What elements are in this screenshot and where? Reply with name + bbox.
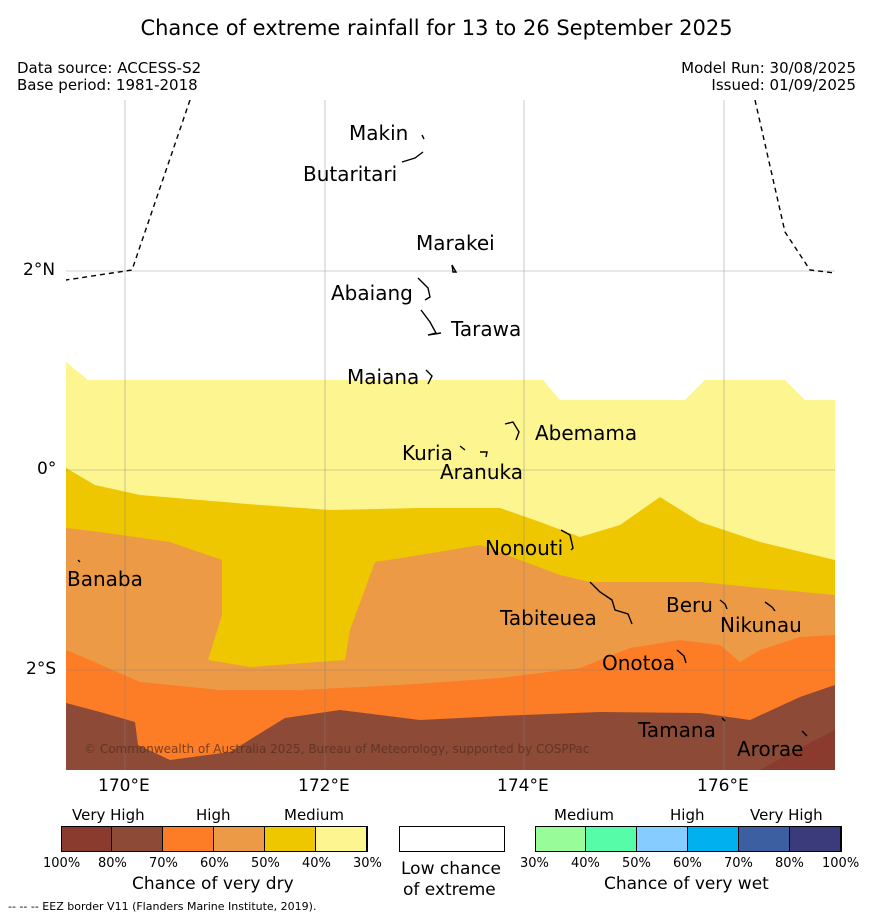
legend-wet-tick: 80% xyxy=(775,856,804,871)
island-label-butaritari: Butaritari xyxy=(303,162,397,186)
legend-wet-title: Chance of very wet xyxy=(604,874,769,894)
x-tick-170e: 170°E xyxy=(98,776,150,796)
data-source-block: Data source: ACCESS-S2 Base period: 1981… xyxy=(17,60,201,94)
onotoa-shape xyxy=(676,649,687,664)
legend-dry-tick: 50% xyxy=(251,856,280,871)
island-label-tarawa: Tarawa xyxy=(450,317,521,341)
legend-dry-swatch-30-40 xyxy=(316,826,367,852)
gridlines xyxy=(66,100,835,770)
banaba-shape xyxy=(77,559,81,563)
legend-wet-swatch-70-80 xyxy=(739,826,790,852)
eez-border xyxy=(66,100,835,281)
legend-wet-swatch-30-40 xyxy=(535,826,586,852)
island-label-aranuka: Aranuka xyxy=(440,460,523,484)
legend-wet-header-high: High xyxy=(670,806,705,824)
legend-wet-tick: 40% xyxy=(571,856,600,871)
legend-wet-header-very-high: Very High xyxy=(750,806,823,824)
legend-dry-tick: 40% xyxy=(302,856,331,871)
legend-dry-title: Chance of very dry xyxy=(132,874,294,894)
legend-wet-tick: 70% xyxy=(724,856,753,871)
island-label-nonouti: Nonouti xyxy=(485,536,563,560)
legend-dry-swatch-80-100 xyxy=(61,826,112,852)
legend-low-title-line2: of extreme xyxy=(403,880,496,900)
legend-dry-swatch-50-60 xyxy=(214,826,265,852)
legend-dry-tick: 100% xyxy=(43,856,81,871)
island-labels: Makin Butaritari Marakei Abaiang Tarawa … xyxy=(67,121,803,761)
x-tick-174e: 174°E xyxy=(497,776,549,796)
legend-wet-tick: 50% xyxy=(622,856,651,871)
island-label-maiana: Maiana xyxy=(347,365,419,389)
legend-dry-header-very-high: Very High xyxy=(72,806,145,824)
legend-dry-tick: 60% xyxy=(200,856,229,871)
tabiteuea-shape xyxy=(589,581,633,625)
copyright-text: © Commonwealth of Australia 2025, Bureau… xyxy=(84,742,590,756)
x-tick-172e: 172°E xyxy=(298,776,350,796)
legend-wet-swatch-40-50 xyxy=(586,826,637,852)
legend-wet-tick: 100% xyxy=(822,856,860,871)
island-label-marakei: Marakei xyxy=(416,231,495,255)
island-label-onotoa: Onotoa xyxy=(602,651,675,675)
map-area xyxy=(66,100,835,770)
island-label-tamana: Tamana xyxy=(637,718,716,742)
model-run-text: Model Run: 30/08/2025 xyxy=(681,59,856,77)
legend-dry-swatch-40-50 xyxy=(265,826,316,852)
butaritari-shape xyxy=(401,151,424,163)
legend-dry-tick: 80% xyxy=(98,856,127,871)
legend-dry-tick: 70% xyxy=(149,856,178,871)
legend-dry-tick: 30% xyxy=(353,856,382,871)
tamana-shape xyxy=(721,717,726,722)
legend-wet-header-medium: Medium xyxy=(554,806,614,824)
maiana-shape xyxy=(425,369,433,385)
tarawa-shape xyxy=(420,309,442,336)
model-run-block: Model Run: 30/08/2025 Issued: 01/09/2025 xyxy=(681,60,856,94)
arorae-shape xyxy=(801,730,808,737)
nikunau-shape xyxy=(764,601,776,612)
island-label-tabiteuea: Tabiteuea xyxy=(499,606,597,630)
map-title: Chance of extreme rainfall for 13 to 26 … xyxy=(140,16,733,40)
y-tick-2n: 2°N xyxy=(23,260,56,280)
base-period-text: Base period: 1981-2018 xyxy=(17,76,198,94)
legend-wet-tick: 30% xyxy=(520,856,549,871)
abaiang-shape xyxy=(417,277,431,301)
island-label-beru: Beru xyxy=(666,593,713,617)
nonouti-shape xyxy=(560,529,574,551)
island-shapes xyxy=(77,134,808,737)
x-tick-176e: 176°E xyxy=(697,776,749,796)
dry-70-80-region xyxy=(66,685,835,770)
legend-low-title-line1: Low chance xyxy=(401,859,501,879)
legend-dry-header-high: High xyxy=(196,806,231,824)
marakei-shape xyxy=(451,264,458,273)
beru-shape xyxy=(719,599,728,610)
island-label-kuria: Kuria xyxy=(402,441,453,465)
legend-wet-tick: 60% xyxy=(673,856,702,871)
island-label-nikunau: Nikunau xyxy=(720,613,802,637)
y-tick-0: 0° xyxy=(37,459,57,479)
abemama-shape xyxy=(504,421,520,441)
issued-text: Issued: 01/09/2025 xyxy=(711,76,856,94)
legend-wet-swatch-80-100 xyxy=(790,826,841,852)
legend-dry-swatch-70-80 xyxy=(112,826,163,852)
island-label-banaba: Banaba xyxy=(67,567,143,591)
island-label-abemama: Abemama xyxy=(535,421,637,445)
data-source-text: Data source: ACCESS-S2 xyxy=(17,59,202,77)
legend-wet-swatch-50-60 xyxy=(637,826,688,852)
aranuka-shape xyxy=(480,451,488,458)
eez-footnote: -- -- -- EEZ border V11 (Flanders Marine… xyxy=(8,900,317,913)
kuria-shape xyxy=(459,445,466,451)
island-label-arorae: Arorae xyxy=(737,737,803,761)
makin-shape xyxy=(421,134,425,140)
island-label-abaiang: Abaiang xyxy=(331,281,413,305)
island-label-makin: Makin xyxy=(349,121,408,145)
legend-dry-header-medium: Medium xyxy=(284,806,344,824)
y-tick-2s: 2°S xyxy=(26,659,57,679)
legend-wet-swatch-60-70 xyxy=(688,826,739,852)
dry-80-100-region xyxy=(760,730,835,770)
legend-dry-swatch-60-70 xyxy=(163,826,214,852)
